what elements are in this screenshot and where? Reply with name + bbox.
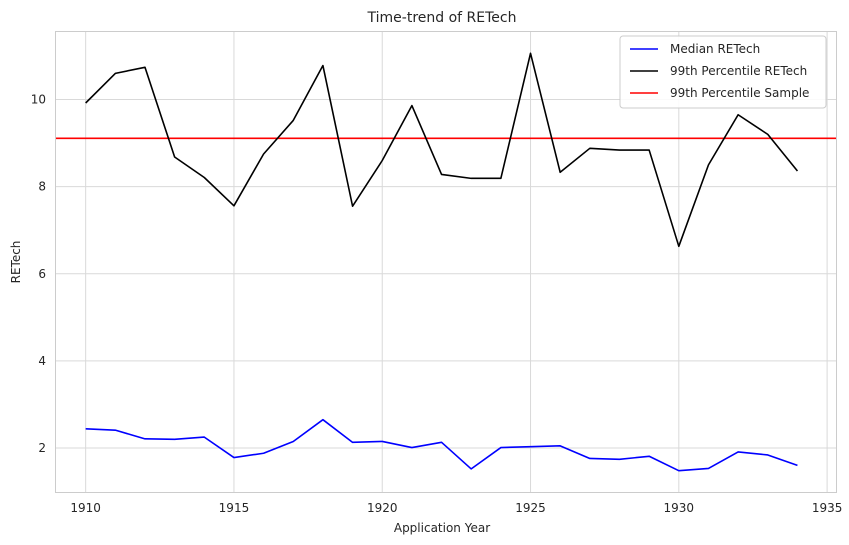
x-tick-label: 1925 bbox=[515, 501, 546, 515]
x-tick-label: 1930 bbox=[664, 501, 695, 515]
tick-labels: 1910 1915 1920 1925 1930 1935 2 4 6 8 10 bbox=[31, 93, 843, 515]
y-tick-label: 4 bbox=[38, 354, 46, 368]
legend-label: 99th Percentile Sample bbox=[670, 86, 809, 100]
grid bbox=[56, 32, 836, 492]
legend-label: 99th Percentile RETech bbox=[670, 64, 807, 78]
legend-label: Median RETech bbox=[670, 42, 760, 56]
y-tick-label: 2 bbox=[38, 441, 46, 455]
x-tick-label: 1915 bbox=[219, 501, 250, 515]
legend: Median RETech 99th Percentile RETech 99th … bbox=[619, 35, 827, 109]
series-line-1 bbox=[85, 52, 799, 248]
series-line-0 bbox=[85, 418, 798, 472]
y-axis-label: RETech bbox=[9, 241, 23, 284]
y-tick-label: 8 bbox=[38, 180, 46, 194]
chart-title: Time-trend of RETech bbox=[367, 10, 517, 26]
x-tick-label: 1910 bbox=[70, 501, 101, 515]
y-tick-label: 6 bbox=[38, 267, 46, 281]
series-layer bbox=[56, 52, 836, 472]
x-axis-label: Application Year bbox=[394, 521, 490, 535]
x-tick-label: 1920 bbox=[367, 501, 398, 515]
x-tick-label: 1935 bbox=[812, 501, 843, 515]
y-tick-label: 10 bbox=[31, 93, 46, 107]
legend-box bbox=[619, 35, 827, 109]
plot-frame bbox=[55, 31, 837, 493]
